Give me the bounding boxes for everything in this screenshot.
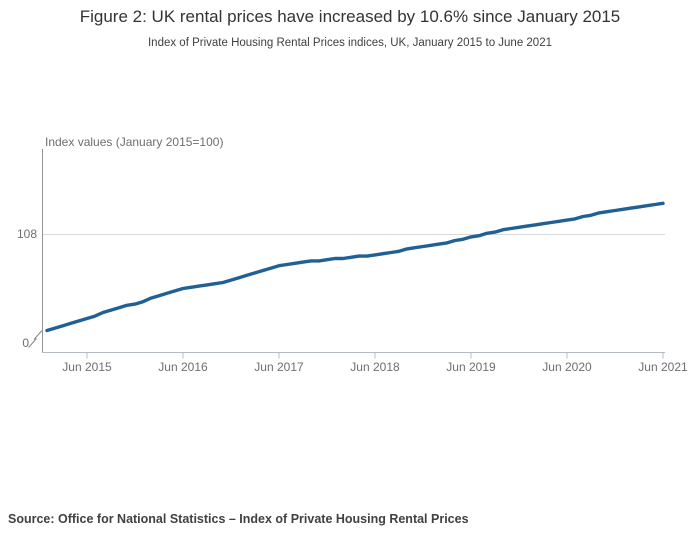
page-title: Figure 2: UK rental prices have increase… — [79, 7, 621, 26]
y-tick-label-0: 0 — [22, 336, 29, 350]
y-axis-title: Index values (January 2015=100) — [45, 135, 224, 149]
rental-index-line — [45, 201, 665, 333]
x-tick-label: Jun 2021 — [638, 360, 688, 374]
x-tick-label: Jun 2016 — [158, 360, 208, 374]
chart-svg — [28, 149, 665, 359]
page-subtitle: Index of Private Housing Rental Prices i… — [147, 37, 552, 49]
x-tick-label: Jun 2015 — [62, 360, 112, 374]
x-tick-label: Jun 2019 — [446, 360, 496, 374]
x-tick-label: Jun 2017 — [254, 360, 304, 374]
x-tick-label: Jun 2018 — [350, 360, 400, 374]
x-ticks — [86, 352, 664, 359]
axis-break-icon — [28, 330, 43, 348]
chart-region: Index values (January 2015=100) 108 0 Ju… — [0, 130, 700, 390]
source-note: Source: Office for National Statistics –… — [8, 512, 469, 526]
x-tick-label: Jun 2020 — [542, 360, 592, 374]
y-tick-label-108: 108 — [16, 227, 37, 241]
